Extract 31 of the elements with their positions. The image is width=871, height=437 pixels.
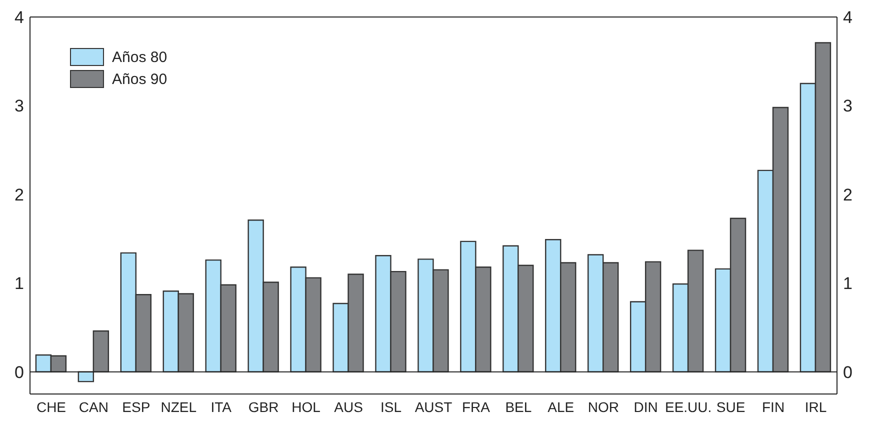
y-tick-label: 3 xyxy=(14,96,24,116)
y2-tick-label: 3 xyxy=(843,96,852,116)
x-tick-label: BEL xyxy=(505,398,532,415)
y2-tick-label: 1 xyxy=(843,274,852,294)
y-tick-label: 1 xyxy=(14,274,24,294)
x-tick-label: AUS xyxy=(334,398,363,415)
y-tick-label: 2 xyxy=(14,185,24,204)
y2-tick-label: 0 xyxy=(843,362,852,382)
legend-label: Años 90 xyxy=(112,70,168,88)
x-tick-label: CAN xyxy=(78,398,108,415)
x-tick-label: ESP xyxy=(122,398,150,415)
x-tick-label: SUE xyxy=(716,398,746,415)
x-tick-label: IRL xyxy=(804,398,827,415)
x-tick-label: AUST xyxy=(414,398,453,415)
x-tick-label: FRA xyxy=(462,398,491,415)
y-tick-label: 0 xyxy=(14,362,24,382)
x-tick-label: ALE xyxy=(548,398,574,415)
x-tick-label: ITA xyxy=(210,398,232,415)
y2-tick-label: 2 xyxy=(843,185,852,204)
x-tick-label: EE.UU. xyxy=(665,398,712,415)
x-tick-label: GBR xyxy=(248,398,279,415)
y-tick-label: 4 xyxy=(14,8,24,28)
x-tick-label: NOR xyxy=(588,398,619,415)
x-tick-label: NZEL xyxy=(160,398,197,415)
x-tick-label: DIN xyxy=(634,398,658,415)
x-tick-label: HOL xyxy=(292,398,321,415)
legend-label: Años 80 xyxy=(112,48,168,66)
x-tick-label: FIN xyxy=(762,398,785,415)
x-tick-label: ISL xyxy=(380,398,402,415)
y2-tick-label: 4 xyxy=(843,8,852,28)
x-tick-label: CHE xyxy=(36,398,66,415)
